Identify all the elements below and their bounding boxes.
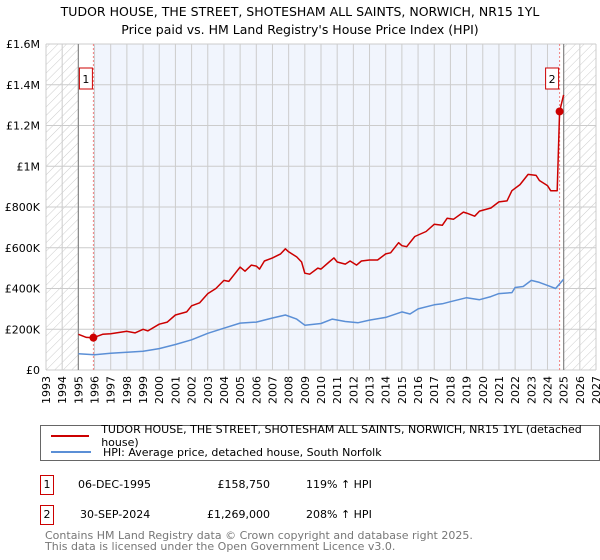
x-tick-label: 1994 — [56, 376, 69, 404]
x-tick-label: 2021 — [493, 376, 506, 404]
x-tick-label: 2024 — [541, 376, 554, 404]
transaction-row: 1 06-DEC-1995 £158,750 119% ↑ HPI — [40, 475, 600, 497]
legend-red-line — [51, 435, 90, 437]
legend-hpi-label: HPI: Average price, detached house, Sout… — [103, 445, 382, 459]
x-tick-label: 2011 — [331, 376, 344, 404]
transaction-hpi: 208% ↑ HPI — [306, 508, 372, 521]
footer-licence: This data is licensed under the Open Gov… — [45, 540, 396, 553]
sale-label-box — [78, 67, 93, 90]
x-tick-label: 2020 — [477, 376, 490, 404]
sale-label-box — [545, 67, 560, 90]
x-tick-label: 2014 — [380, 376, 393, 404]
transaction-badge: 2 — [40, 505, 54, 525]
x-tick-label: 1995 — [72, 376, 85, 404]
x-tick-label: 2010 — [315, 376, 328, 404]
chart-title: TUDOR HOUSE, THE STREET, SHOTESHAM ALL S… — [60, 4, 540, 19]
x-tick-label: 2026 — [574, 376, 587, 404]
x-tick-label: 2019 — [461, 376, 474, 404]
transaction-badge: 1 — [40, 475, 54, 495]
y-tick-label: £600K — [5, 242, 41, 255]
y-tick-label: £1.6M — [6, 38, 40, 51]
x-tick-label: 2004 — [218, 376, 231, 404]
x-tick-label: 2005 — [234, 376, 247, 404]
x-tick-label: 2022 — [509, 376, 522, 404]
transaction-date: 30-SEP-2024 — [80, 508, 151, 521]
x-tick-label: 1997 — [105, 376, 118, 404]
sale-label: 1 — [82, 73, 89, 86]
x-tick-label: 1999 — [137, 376, 150, 404]
x-tick-label: 1993 — [40, 376, 53, 404]
legend: TUDOR HOUSE, THE STREET, SHOTESHAM ALL S… — [40, 423, 600, 461]
x-tick-label: 2027 — [590, 376, 600, 404]
x-tick-label: 2003 — [202, 376, 215, 404]
x-tick-label: 2015 — [396, 376, 409, 404]
x-tick-label: 2002 — [186, 376, 199, 404]
x-tick-label: 1996 — [89, 376, 102, 404]
x-tick-label: 2018 — [444, 376, 457, 404]
sale-point — [89, 333, 98, 342]
x-tick-label: 2025 — [558, 376, 571, 404]
x-tick-label: 2006 — [250, 376, 263, 404]
x-tick-label: 2000 — [153, 376, 166, 404]
chart-subtitle: Price paid vs. HM Land Registry's House … — [121, 22, 479, 37]
x-tick-label: 2017 — [428, 376, 441, 404]
price-chart: 1993 1994 1995 1996 1997 1998 1999 2000 2001 2002… — [5, 38, 600, 404]
x-tick-label: 1998 — [121, 376, 134, 404]
x-tick-label: 2023 — [525, 376, 538, 404]
y-tick-label: £800K — [5, 201, 41, 214]
y-tick-label: £400K — [5, 283, 41, 296]
x-tick-label: 2012 — [347, 376, 360, 404]
property-series-line — [78, 94, 565, 339]
y-tick-label: £0 — [26, 364, 40, 377]
y-tick-label: £1.2M — [6, 120, 40, 133]
sale-label: 2 — [549, 73, 556, 86]
transaction-price: £158,750 — [217, 478, 271, 491]
legend-property-label: TUDOR HOUSE, THE STREET, SHOTESHAM ALL S… — [101, 423, 582, 449]
sale-point — [555, 107, 564, 116]
legend-blue-line — [51, 451, 91, 453]
footer: Contains HM Land Registry data © Crown c… — [45, 530, 473, 552]
y-tick-label: £1M — [17, 160, 41, 173]
transaction-hpi: 119% ↑ HPI — [306, 478, 372, 491]
x-tick-label: 2016 — [412, 376, 425, 404]
transaction-row: 2 30-SEP-2024 £1,269,000 208% ↑ HPI — [40, 505, 600, 527]
hpi-series-line — [78, 278, 565, 356]
x-tick-label: 2013 — [364, 376, 377, 404]
footer-copyright: Contains HM Land Registry data © Crown c… — [45, 529, 473, 542]
x-tick-label: 2009 — [299, 376, 312, 404]
x-tick-label: 2007 — [266, 376, 279, 404]
x-tick-label: 2001 — [169, 376, 182, 404]
y-tick-label: £1.4M — [6, 79, 40, 92]
y-tick-label: £200K — [5, 323, 41, 336]
transaction-price: £1,269,000 — [207, 508, 270, 521]
x-tick-label: 2008 — [283, 376, 296, 404]
transaction-date: 06-DEC-1995 — [78, 478, 152, 491]
